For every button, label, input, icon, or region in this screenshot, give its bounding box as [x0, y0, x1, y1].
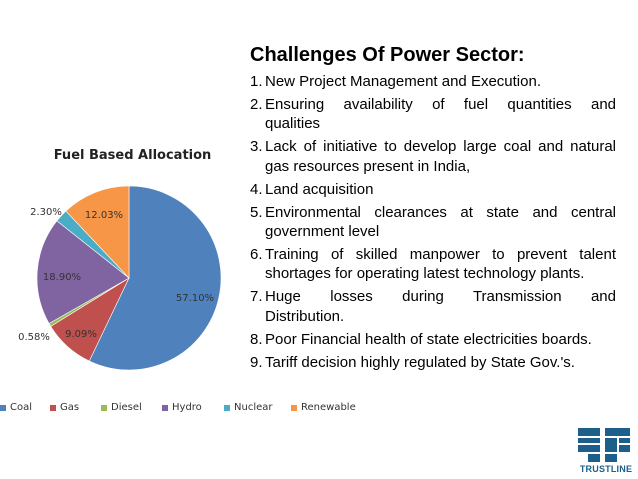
pie-label-gas: 9.09% — [65, 329, 97, 340]
challenge-item: 2. Ensuring availability of fuel quantiti… — [250, 95, 616, 134]
pie-label-hydro: 18.90% — [43, 272, 81, 283]
pie-label-coal: 57.10% — [176, 293, 214, 304]
legend-label: Nuclear — [234, 402, 273, 413]
legend-swatch — [101, 404, 107, 411]
challenge-text: Huge losses during Transmission and — [265, 288, 616, 306]
legend-label: Hydro — [172, 402, 202, 413]
challenge-text: Training of skilled manpower to prevent … — [265, 245, 616, 283]
challenge-text: Tariff decision highly regulated by Stat… — [265, 353, 575, 371]
challenge-item: 9. Tariff decision highly regulated by St… — [250, 353, 616, 373]
pie-label-diesel: 0.58% — [18, 332, 50, 343]
legend-item-hydro: Hydro — [162, 402, 202, 413]
challenge-item: 7. Huge losses during Transmission and Dis… — [250, 287, 616, 326]
challenge-text: Environmental clearances at state and ce… — [265, 203, 616, 241]
challenge-number: 3. — [250, 138, 263, 156]
legend-item-gas: Gas — [50, 402, 79, 413]
legend-item-diesel: Diesel — [101, 402, 142, 413]
chart-title: Fuel Based Allocation — [53, 148, 212, 163]
legend-swatch — [0, 404, 6, 411]
legend-swatch — [162, 404, 168, 411]
challenge-item: 5. Environmental clearances at state and … — [250, 203, 616, 242]
chart-legend: Coal Gas Diesel Hydro Nuclear Renewable — [0, 402, 380, 416]
challenge-text-continued: qualities — [265, 115, 321, 133]
pie-slice-hydro — [36, 220, 130, 324]
trustline-logo-icon — [578, 428, 630, 462]
pie-slice-renewable — [65, 185, 130, 279]
challenge-number: 9. — [250, 353, 263, 371]
challenge-number: 1. — [250, 73, 263, 90]
challenge-text: Lack of initiative to develop large coal… — [265, 138, 616, 175]
legend-label: Diesel — [111, 402, 142, 413]
challenge-text: Land acquisition — [265, 180, 374, 198]
challenge-item: 6. Training of skilled manpower to preven… — [250, 245, 616, 284]
challenge-number: 6. — [250, 245, 263, 263]
challenge-number: 8. — [250, 330, 263, 348]
challenges-list: 1. New Project Management and Execution. 2… — [250, 72, 616, 376]
pie-slice-coal — [88, 185, 222, 371]
legend-item-coal: Coal — [0, 402, 32, 413]
challenge-text: New Project Management and Execution. — [265, 73, 541, 90]
challenge-text: Poor Financial health of state electrici… — [265, 330, 592, 348]
legend-item-renewable: Renewable — [291, 402, 356, 413]
panel-title: Challenges Of Power Sector: — [250, 44, 525, 66]
pie-label-nuclear: 2.30% — [30, 207, 62, 218]
legend-swatch — [50, 404, 56, 411]
legend-label: Gas — [60, 402, 80, 413]
pie-chart: 57.10% 9.09% 0.58% 18.90% 2.30% 12.03% — [18, 185, 222, 371]
legend-label: Renewable — [301, 402, 356, 413]
challenge-number: 2. — [250, 95, 263, 113]
challenge-number: 4. — [250, 180, 263, 198]
challenge-item: 3. Lack of initiative to develop large co… — [250, 137, 616, 176]
challenge-item: 8. Poor Financial health of state electri… — [250, 330, 616, 350]
challenge-item: 1. New Project Management and Execution. — [250, 72, 616, 92]
challenge-text: Ensuring availability of fuel quantities… — [265, 95, 616, 113]
legend-item-nuclear: Nuclear — [224, 402, 273, 413]
legend-swatch — [291, 404, 297, 411]
challenge-item: 4. Land acquisition — [250, 180, 616, 200]
challenge-number: 5. — [250, 203, 263, 221]
legend-swatch — [224, 404, 230, 411]
challenge-text-continued: Distribution. — [265, 307, 345, 325]
logo-text: TRUSTLINE — [579, 464, 633, 474]
challenge-number: 7. — [250, 288, 263, 306]
legend-label: Coal — [10, 402, 33, 413]
pie-label-renewable: 12.03% — [85, 210, 123, 221]
